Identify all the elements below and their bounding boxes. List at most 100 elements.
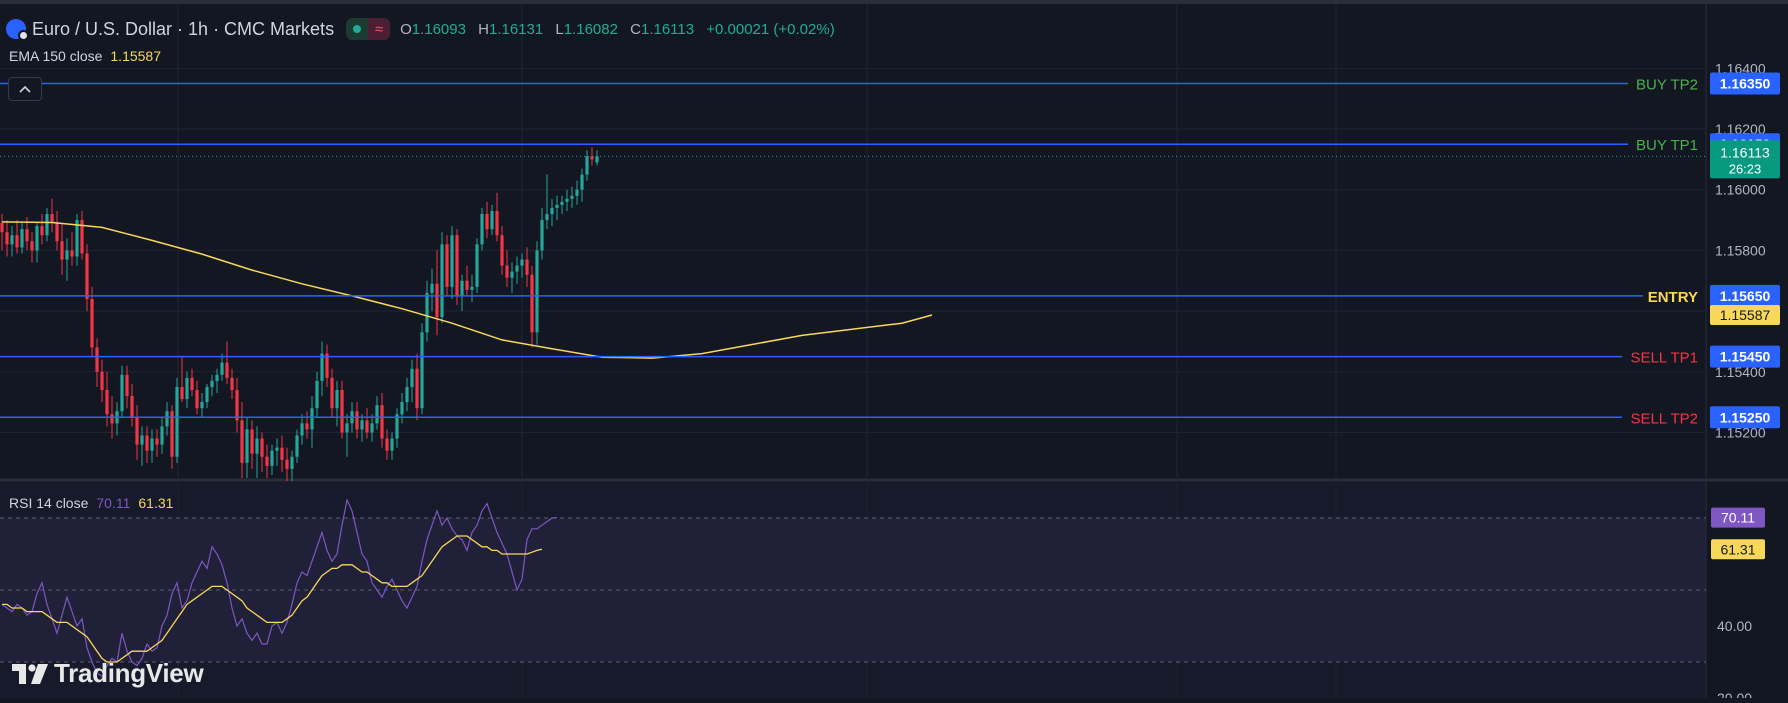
candle[interactable] [280,447,284,460]
candle[interactable] [340,390,344,433]
candle[interactable] [370,423,374,433]
candle[interactable] [35,226,39,251]
candle[interactable] [55,223,59,242]
tradingview-logo[interactable]: TradingView [12,658,204,689]
rsi-legend[interactable]: RSI 14 close 70.11 61.31 [9,495,173,511]
candle[interactable] [455,235,459,296]
candle[interactable] [90,298,94,348]
candle[interactable] [295,435,299,457]
candle[interactable] [555,204,559,208]
candle[interactable] [175,386,179,457]
candle[interactable] [95,347,99,372]
candle[interactable] [415,368,419,409]
candle[interactable] [305,423,309,430]
candle[interactable] [285,459,289,469]
candle[interactable] [210,380,214,387]
candle[interactable] [375,405,379,424]
candle[interactable] [570,195,574,199]
candle[interactable] [460,280,464,296]
candle[interactable] [50,214,54,224]
candle[interactable] [365,420,369,433]
candle[interactable] [490,210,494,230]
candle[interactable] [170,411,174,457]
candle[interactable] [505,265,509,278]
candle[interactable] [450,235,454,287]
candle[interactable] [15,235,19,248]
candle[interactable] [475,244,479,287]
candle[interactable] [180,386,184,400]
symbol-title[interactable]: Euro / U.S. Dollar · 1h · CMC Markets [32,18,335,39]
ema-150-line[interactable] [1,221,933,359]
candle[interactable] [480,214,484,245]
candle[interactable] [580,174,584,190]
candle[interactable] [110,414,114,424]
data-delay-icon[interactable]: ≈ [368,18,391,40]
candle[interactable] [60,241,64,260]
candle[interactable] [150,438,154,451]
candle[interactable] [165,411,169,427]
candle[interactable] [380,405,384,439]
candle[interactable] [355,411,359,430]
candle[interactable] [470,286,474,290]
candle[interactable] [445,244,449,287]
candle[interactable] [515,265,519,272]
candle[interactable] [200,402,204,409]
candle[interactable] [235,390,239,421]
candle[interactable] [525,259,529,275]
candle[interactable] [315,380,319,409]
ema-legend[interactable]: EMA 150 close 1.15587 [9,48,161,64]
candle[interactable] [265,456,269,466]
candle[interactable] [75,220,79,257]
candle[interactable] [205,386,209,403]
candle[interactable] [20,229,24,248]
candle[interactable] [140,435,144,445]
candle[interactable] [5,232,9,245]
candle[interactable] [240,420,244,463]
candle[interactable] [510,271,514,278]
candle[interactable] [540,220,544,251]
candle[interactable] [245,429,249,463]
candle[interactable] [105,390,109,415]
candle[interactable] [80,220,84,254]
candle[interactable] [270,450,274,466]
candle[interactable] [40,226,44,236]
candle[interactable] [100,371,104,390]
candle[interactable] [300,423,304,436]
candle[interactable] [65,250,69,260]
candle[interactable] [225,362,229,378]
candle[interactable] [215,374,219,381]
candle[interactable] [335,390,339,409]
candle[interactable] [130,396,134,418]
candle[interactable] [565,198,569,202]
candle[interactable] [185,377,189,400]
candle[interactable] [85,253,89,299]
candle[interactable] [190,377,194,390]
candle[interactable] [290,456,294,469]
candle[interactable] [320,353,324,381]
candle[interactable] [275,447,279,451]
candle[interactable] [325,353,329,378]
candle[interactable] [330,377,334,409]
candle[interactable] [530,274,534,333]
candle[interactable] [520,259,524,266]
candle[interactable] [360,420,364,430]
candle[interactable] [590,156,594,160]
rsi-ma-line[interactable] [2,535,543,663]
candle[interactable] [545,214,549,221]
candle[interactable] [70,250,74,257]
candle[interactable] [160,426,164,445]
candle[interactable] [385,438,389,451]
candle[interactable] [220,362,224,375]
candle[interactable] [400,402,404,415]
candle[interactable] [135,417,139,445]
candle[interactable] [250,429,254,454]
candle[interactable] [125,374,129,397]
candle[interactable] [390,438,394,451]
candle[interactable] [435,283,439,318]
candle[interactable] [120,374,124,412]
candle[interactable] [420,332,424,409]
candle[interactable] [395,414,399,439]
candle[interactable] [145,435,149,451]
